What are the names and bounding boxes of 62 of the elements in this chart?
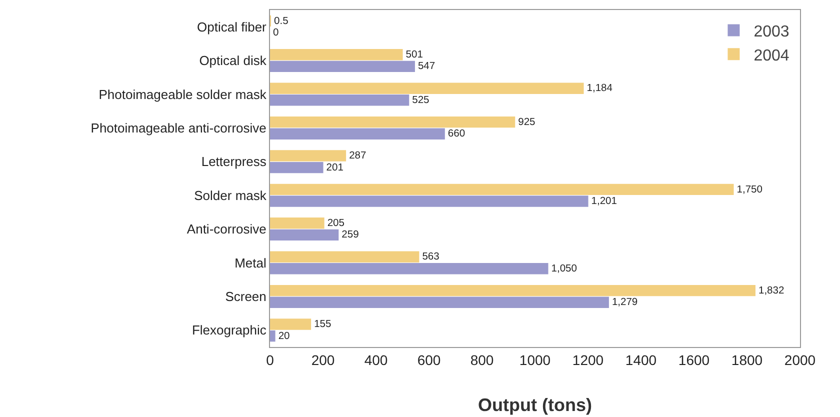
legend-label: 2004 <box>754 47 790 64</box>
bar <box>270 150 346 162</box>
x-tick-label: 0 <box>266 352 274 368</box>
x-axis-title: Output (tons) <box>478 395 592 415</box>
x-tick-label: 2000 <box>784 352 816 368</box>
bar <box>270 284 756 296</box>
y-tick-label: Metal <box>234 255 267 270</box>
bar <box>270 196 588 207</box>
bar <box>270 296 609 308</box>
data-label: 1,750 <box>736 184 763 196</box>
data-label: 501 <box>406 49 424 60</box>
y-tick-label: Flexographic <box>192 322 267 338</box>
y-tick-label: Optical fiber <box>197 19 268 34</box>
data-label: 259 <box>342 230 360 241</box>
bar <box>270 251 420 262</box>
data-label: 20 <box>278 330 290 342</box>
y-tick-label: Letterpress <box>201 154 267 170</box>
legend-label: 2003 <box>754 24 790 41</box>
bar <box>270 49 403 60</box>
data-label: 0 <box>273 28 279 39</box>
x-tick-label: 800 <box>470 352 494 368</box>
y-tick-label: Photoimageable solder mask <box>98 86 267 102</box>
data-label: 525 <box>412 94 430 106</box>
data-label: 547 <box>418 61 436 72</box>
data-label: 660 <box>448 128 466 140</box>
y-tick-label: Photoimageable anti-corrosive <box>90 120 266 136</box>
y-tick-label: Optical disk <box>199 53 267 68</box>
x-tick-label: 1800 <box>731 352 763 368</box>
data-label: 155 <box>314 319 332 330</box>
bar <box>270 184 734 196</box>
bar <box>270 318 312 330</box>
data-label: 205 <box>327 218 345 229</box>
bar <box>270 330 276 342</box>
data-label: 287 <box>349 150 366 162</box>
data-label: 1,201 <box>591 196 618 208</box>
data-label: 1,832 <box>758 285 784 296</box>
x-tick-label: 1000 <box>519 352 551 368</box>
data-label: 563 <box>422 252 440 263</box>
x-tick-label: 400 <box>364 352 388 368</box>
bar <box>270 60 415 72</box>
bar <box>270 128 445 140</box>
bar <box>270 116 516 128</box>
data-label: 925 <box>518 116 536 128</box>
data-label: 1,184 <box>586 83 613 94</box>
x-tick-label: 200 <box>311 352 335 368</box>
x-tick-label: 1200 <box>572 352 604 368</box>
data-label: 1,279 <box>612 297 638 308</box>
data-label: 201 <box>326 162 344 174</box>
data-label: 1,050 <box>551 263 578 274</box>
y-tick-label: Anti-corrosive <box>186 222 266 237</box>
bar <box>270 218 324 229</box>
x-tick-label: 1600 <box>678 352 710 368</box>
x-tick-label: 600 <box>417 352 441 368</box>
x-tick-label: 1400 <box>625 352 657 368</box>
bar <box>270 94 410 106</box>
data-label: 0.5 <box>274 16 289 27</box>
bar <box>270 263 548 274</box>
bar <box>270 162 324 174</box>
bar <box>270 229 339 241</box>
y-tick-label: Screen <box>225 289 266 304</box>
y-tick-label: Solder mask <box>194 188 267 203</box>
bar <box>270 82 584 94</box>
